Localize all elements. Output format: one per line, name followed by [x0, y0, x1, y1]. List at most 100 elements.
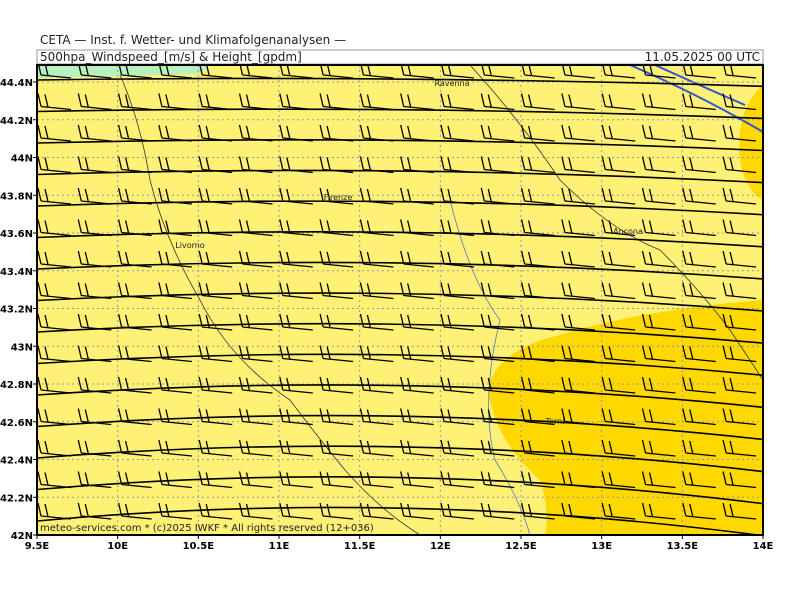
wind-barb [722, 439, 757, 457]
wind-barb [319, 124, 354, 142]
title: 500hpa_Windspeed_[m/s] & Height_[gpdm] [40, 50, 302, 64]
institute: CETA — Inst. f. Wetter- und Klimafolgena… [40, 33, 346, 47]
wind-barb [561, 408, 595, 426]
wind-barb [601, 376, 636, 394]
height-contour [37, 506, 763, 535]
height-contour [37, 353, 763, 377]
height-contour [37, 445, 763, 473]
wind-barb [641, 250, 676, 268]
wind-barb [279, 313, 313, 331]
wind-barb [480, 313, 515, 331]
wind-barb [722, 408, 757, 426]
wind-barb [480, 439, 515, 457]
wind-barb [561, 124, 595, 142]
wind-barb [359, 502, 394, 520]
wind-barb [480, 345, 515, 363]
city-label: Firenze [324, 193, 353, 202]
wind-barb [117, 282, 152, 300]
wind-barb [722, 124, 757, 142]
wind-barb [400, 219, 434, 237]
wind-barb [601, 93, 636, 111]
wind-barb [641, 124, 676, 142]
wind-barb [238, 376, 273, 394]
wind-barb [158, 345, 192, 363]
lat-label: 43.2N [0, 305, 33, 316]
wind-barb [480, 124, 515, 142]
wind-barb [400, 439, 434, 457]
map-frame [36, 64, 764, 536]
wind-barb [158, 439, 192, 457]
wind-barb [37, 502, 72, 520]
wind-barb [400, 124, 434, 142]
height-contour [37, 77, 763, 88]
wind-barb [117, 156, 152, 174]
wind-barb [641, 93, 676, 111]
wind-barb [279, 187, 313, 205]
wind-barb [400, 282, 434, 300]
wind-barb [117, 408, 152, 426]
wind-barb [77, 408, 112, 426]
wind-barb [359, 187, 394, 205]
wind-barb [440, 376, 475, 394]
valid-time: 11.05.2025 00 UTC [645, 50, 760, 64]
wind-barb [77, 502, 112, 520]
wind-barb [77, 219, 112, 237]
wind-barb [238, 156, 273, 174]
wind-barb [117, 124, 152, 142]
lat-label: 42N [11, 531, 33, 542]
wind-barb [561, 439, 595, 457]
wind-barb [722, 345, 757, 363]
wind-barb [641, 376, 676, 394]
wind-barb [359, 124, 394, 142]
wind-barb [158, 408, 192, 426]
wind-barb [722, 313, 757, 331]
wind-barb [400, 408, 434, 426]
wind-barb [601, 313, 636, 331]
wind-barb [238, 93, 273, 111]
wind-barb [520, 187, 555, 205]
wind-barb [77, 93, 112, 111]
wind-barb [158, 250, 192, 268]
wind-barb [319, 313, 354, 331]
wind-barb [279, 124, 313, 142]
coastline [119, 74, 421, 535]
wind-barb [117, 376, 152, 394]
wind-barb [319, 187, 354, 205]
city-label: Ancona [613, 227, 643, 236]
height-contour [37, 384, 763, 409]
wind-barb [198, 219, 233, 237]
wind-barb [682, 502, 716, 520]
wind-barb [722, 282, 757, 300]
wind-barb [682, 282, 716, 300]
wind-barb [117, 502, 152, 520]
wind-barb [158, 156, 192, 174]
wind-barb [682, 156, 716, 174]
wind-barb [682, 345, 716, 363]
wind-barb [601, 250, 636, 268]
wind-barb [37, 439, 72, 457]
wind-barb [37, 313, 72, 331]
wind-barb [480, 376, 515, 394]
wind-barb [440, 502, 475, 520]
wind-barb [561, 313, 595, 331]
wind-barb [480, 219, 515, 237]
wind-barb [722, 376, 757, 394]
wind-barb [682, 250, 716, 268]
wind-barb [682, 408, 716, 426]
lon-label: 12E [430, 541, 451, 552]
wind-barb [238, 345, 273, 363]
wind-barb [601, 345, 636, 363]
wind-barb [561, 219, 595, 237]
isotach [654, 65, 746, 106]
wind-barb [641, 187, 676, 205]
lat-label: 42.8N [0, 380, 33, 391]
wind-barb [319, 93, 354, 111]
wind-barb [641, 313, 676, 331]
lon-label: 11E [269, 541, 290, 552]
wind-barb [641, 282, 676, 300]
wind-barb [520, 219, 555, 237]
wind-barb [520, 156, 555, 174]
wind-barb [440, 345, 475, 363]
wind-barb [480, 156, 515, 174]
